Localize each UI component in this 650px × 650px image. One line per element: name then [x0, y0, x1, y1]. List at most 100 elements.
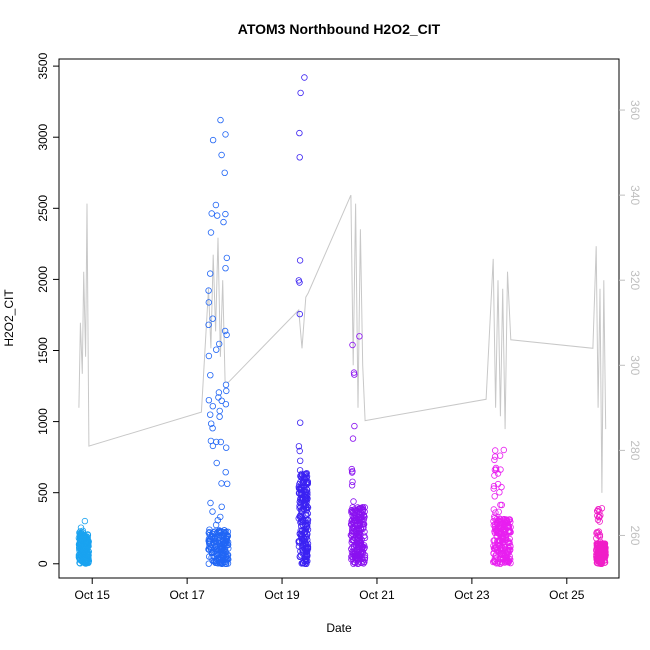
data-point: [349, 516, 356, 524]
y-axis-label: H2O2_CIT: [2, 289, 16, 347]
secondary-series-line: [78, 194, 607, 493]
data-point: [296, 505, 303, 512]
data-point: [349, 341, 356, 349]
data-point: [210, 539, 218, 546]
data-point: [303, 540, 310, 548]
data-point-peak: [301, 74, 308, 81]
data-point: [359, 543, 367, 551]
data-point: [77, 531, 84, 538]
data-point: [214, 529, 221, 536]
data-point: [349, 553, 356, 560]
data-point: [205, 287, 212, 294]
data-point: [82, 560, 90, 567]
data-point: [216, 553, 224, 560]
data-point: [217, 529, 224, 537]
data-point: [596, 518, 603, 525]
data-point: [303, 470, 310, 478]
data-point: [296, 257, 304, 264]
data-point: [355, 514, 362, 521]
y-tick-label: 3000: [36, 124, 50, 151]
data-point: [297, 457, 304, 464]
data-point: [77, 551, 84, 558]
data-point: [222, 401, 230, 408]
data-point: [80, 547, 88, 555]
data-point: [300, 496, 307, 503]
y2-tick-label: 340: [628, 185, 642, 205]
data-point: [361, 528, 368, 535]
data-point: [350, 549, 357, 556]
data-point: [212, 201, 220, 209]
data-point: [213, 459, 220, 467]
data-point: [206, 537, 213, 545]
data-point: [212, 559, 219, 566]
data-point: [303, 550, 310, 557]
data-point: [302, 522, 309, 529]
data-point: [597, 540, 604, 548]
data-point: [223, 480, 231, 487]
data-point: [350, 498, 357, 505]
data-point: [351, 371, 358, 378]
data-point: [503, 516, 511, 523]
data-point: [351, 422, 358, 430]
data-point: [213, 212, 221, 219]
data-point: [206, 411, 214, 418]
data-point: [503, 536, 510, 543]
x-axis-label: Date: [326, 621, 352, 635]
y2-tick-label: 260: [628, 525, 642, 545]
data-point: [81, 532, 89, 539]
data-point: [216, 549, 223, 556]
data-point: [498, 483, 505, 491]
data-point: [295, 543, 303, 550]
data-point: [601, 559, 609, 566]
data-point: [296, 154, 303, 161]
data-point: [221, 546, 228, 553]
y-tick-label: 500: [36, 482, 50, 502]
data-point: [215, 389, 223, 396]
data-point: [297, 419, 304, 426]
data-point: [594, 512, 601, 519]
data-point: [300, 542, 307, 550]
data-point: [299, 548, 306, 556]
data-point: [224, 532, 231, 539]
data-point: [304, 510, 311, 517]
x-tick-label: Oct 17: [169, 588, 205, 602]
data-point: [298, 522, 305, 530]
plot-frame: [58, 58, 620, 579]
data-point: [361, 552, 369, 559]
x-tick-label: Oct 25: [549, 588, 585, 602]
data-point: [353, 538, 360, 545]
data-point: [504, 548, 511, 555]
data-point: [216, 413, 223, 420]
data-point: [223, 387, 230, 395]
data-point: [209, 403, 216, 410]
data-point: [348, 482, 356, 489]
data-point: [212, 543, 219, 550]
data-point: [208, 210, 215, 217]
data-point: [498, 551, 505, 559]
data-point: [205, 352, 213, 360]
y-tick-label: 3500: [36, 52, 50, 79]
data-point: [490, 537, 497, 544]
data-point: [218, 151, 225, 159]
data-point: [490, 485, 497, 492]
data-point: [209, 315, 216, 322]
data-point: [222, 381, 230, 388]
data-point: [361, 556, 368, 563]
data-point: [222, 551, 229, 558]
data-point: [220, 218, 227, 226]
data-point: [297, 514, 304, 521]
data-point: [207, 420, 215, 427]
data-point: [223, 254, 230, 262]
data-point: [213, 438, 220, 446]
y-tick-label: 1000: [36, 408, 50, 435]
data-point: [218, 480, 225, 487]
data-point: [348, 556, 355, 563]
data-point: [496, 520, 503, 528]
y2-tick-label: 320: [628, 270, 642, 290]
data-point: [350, 532, 357, 539]
data-point: [353, 529, 361, 537]
data-point: [222, 131, 229, 138]
data-point: [302, 488, 309, 496]
x-tick-label: Oct 19: [264, 588, 300, 602]
